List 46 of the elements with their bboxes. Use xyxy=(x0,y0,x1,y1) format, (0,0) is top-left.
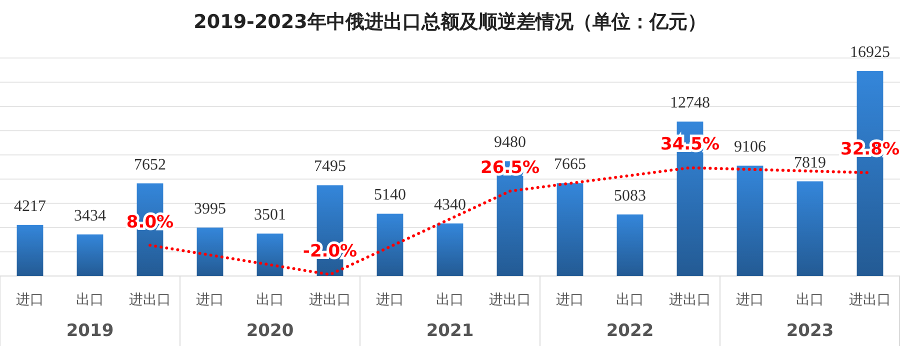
bar xyxy=(376,214,404,276)
text: 2023 xyxy=(786,321,834,341)
x-tick-label: 进口 xyxy=(556,292,584,308)
bar xyxy=(196,228,224,276)
data-label: 5140 xyxy=(374,186,406,204)
chart-title: 2019-2023年中俄进出口总额及顺逆差情况（单位：亿元） xyxy=(194,11,706,33)
data-label: 5083 xyxy=(614,187,646,204)
data-label: 7665 xyxy=(554,156,586,174)
text: 2020 xyxy=(246,321,294,341)
data-label: 3995 xyxy=(194,200,226,218)
x-tick-label: 进出口 xyxy=(849,292,891,308)
x-tick-label: 出口 xyxy=(796,292,824,308)
bar xyxy=(616,214,644,276)
data-label: 4217 xyxy=(14,198,46,215)
data-label: 12748 xyxy=(670,94,710,112)
x-tick-label: 出口 xyxy=(436,292,464,308)
x-tick-label: 出口 xyxy=(256,292,284,308)
data-label: 7819 xyxy=(794,154,826,172)
data-label: 7495 xyxy=(314,158,346,176)
bar xyxy=(436,223,464,276)
x-tick-label: 进口 xyxy=(736,292,764,308)
bar xyxy=(796,181,824,276)
x-tick-label: 出口 xyxy=(616,292,644,308)
text: 2019 xyxy=(66,321,114,341)
x-tick-label: 进口 xyxy=(16,292,44,308)
bar xyxy=(556,183,584,276)
x-tick-label: 进出口 xyxy=(129,292,171,308)
bar xyxy=(76,234,104,276)
data-label: 7652 xyxy=(134,156,166,174)
x-tick-label: 出口 xyxy=(76,292,104,308)
x-tick-label: 进出口 xyxy=(669,292,711,308)
bar xyxy=(16,224,44,276)
data-label: 3501 xyxy=(254,206,286,224)
text: 2022 xyxy=(606,321,654,341)
data-label: 9106 xyxy=(734,138,766,156)
x-tick-label: 进出口 xyxy=(489,292,531,308)
data-label: 4340 xyxy=(434,196,466,214)
x-tick-label: 进口 xyxy=(376,292,404,308)
text: 2021 xyxy=(426,321,474,341)
x-tick-label: 进口 xyxy=(196,292,224,308)
data-label: 16925 xyxy=(850,44,890,62)
x-tick-label: 进出口 xyxy=(309,292,351,308)
bar xyxy=(736,166,764,276)
data-label: 9480 xyxy=(494,134,526,152)
data-label: 3434 xyxy=(74,207,106,224)
bar xyxy=(256,234,284,276)
